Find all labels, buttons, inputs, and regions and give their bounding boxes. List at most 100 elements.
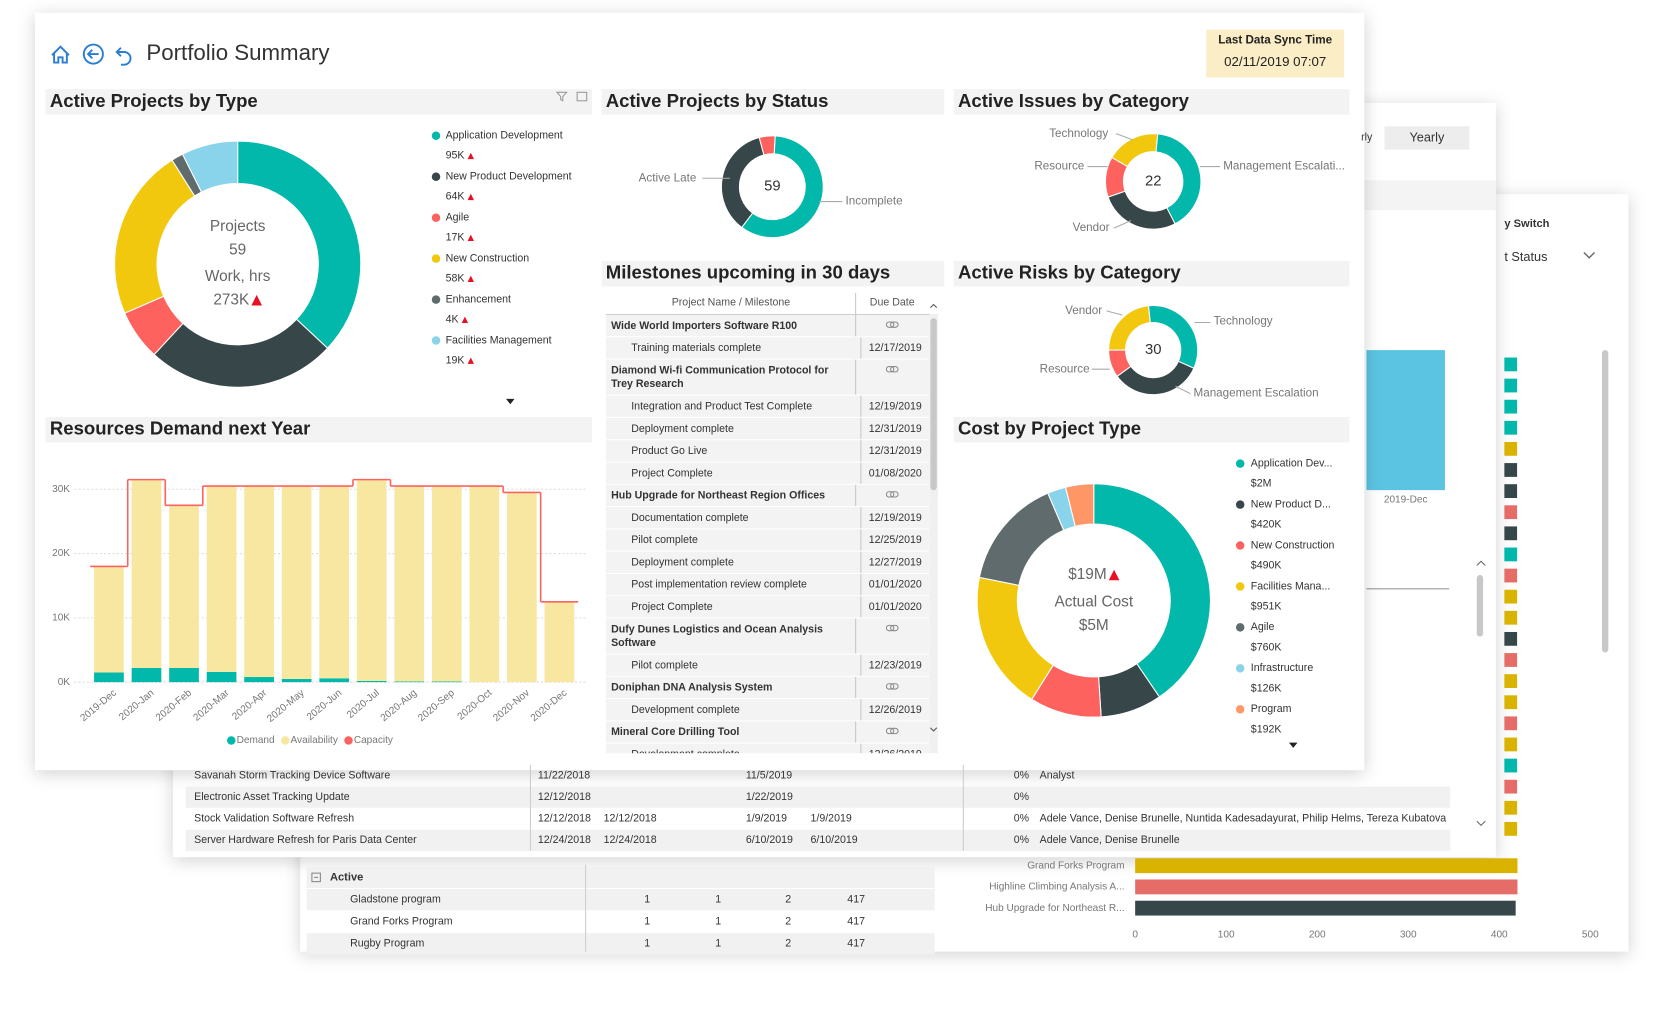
legend-more[interactable] bbox=[506, 398, 515, 405]
tile-title: Active Risks by Category bbox=[958, 262, 1181, 283]
legend-label: New Construction bbox=[1251, 539, 1335, 551]
color-chip bbox=[1504, 399, 1518, 414]
link-icon[interactable] bbox=[885, 320, 899, 328]
tile-header bbox=[601, 89, 945, 115]
group-row[interactable]: Diamond Wi-fi Communication Protocol for… bbox=[605, 359, 930, 396]
legend-dot bbox=[431, 131, 441, 141]
bar bbox=[94, 672, 124, 683]
undo-icon[interactable] bbox=[115, 47, 132, 66]
due-date: 12/25/2019 bbox=[868, 534, 922, 546]
color-chip bbox=[1504, 420, 1518, 435]
filter-icon[interactable] bbox=[555, 91, 568, 102]
cell: 1 bbox=[644, 916, 650, 928]
legend-label: Demand bbox=[237, 735, 275, 746]
link-icon[interactable] bbox=[885, 726, 899, 734]
milestone-name: Pilot complete bbox=[606, 529, 862, 551]
color-chip bbox=[1504, 568, 1518, 583]
back-icon[interactable] bbox=[82, 43, 104, 65]
legend-label: Facilities Mana... bbox=[1251, 580, 1330, 592]
scroll-thumb[interactable] bbox=[930, 318, 937, 491]
color-chip bbox=[1504, 547, 1518, 562]
link-cell bbox=[856, 677, 928, 698]
bar bbox=[469, 486, 500, 683]
milestone-row: Pilot complete 12/23/2019 bbox=[605, 654, 930, 677]
due-date: 12/31/2019 bbox=[868, 422, 922, 435]
sync-label: Last Data Sync Time bbox=[1218, 33, 1332, 46]
donut-segment bbox=[1155, 133, 1202, 225]
tile-title: Milestones upcoming in 30 days bbox=[606, 262, 890, 283]
link-cell bbox=[856, 721, 928, 742]
legend-value: $2M bbox=[1251, 478, 1272, 490]
y-tick-label: 20K bbox=[52, 548, 70, 559]
category-label: Incomplete bbox=[846, 195, 903, 208]
legend-label: Enhancement bbox=[446, 293, 511, 305]
milestone-name: Post implementation review complete bbox=[606, 573, 862, 596]
period-tab: rly bbox=[1361, 132, 1373, 144]
due-date: 01/01/2020 bbox=[868, 600, 922, 613]
sync-box bbox=[1206, 29, 1345, 78]
milestone-row: Documentation complete 12/19/2019 bbox=[605, 507, 930, 530]
donut-segment bbox=[1104, 156, 1129, 198]
bar bbox=[544, 601, 575, 683]
bar bbox=[319, 486, 350, 679]
milestone-name: Integration and Product Test Complete bbox=[606, 395, 862, 417]
bar bbox=[281, 678, 312, 683]
cell: 1/22/2019 bbox=[746, 791, 793, 803]
due-date: 12/19/2019 bbox=[868, 400, 922, 413]
color-chip bbox=[1504, 674, 1518, 688]
color-chip bbox=[1504, 716, 1518, 731]
legend-more[interactable] bbox=[1288, 742, 1298, 748]
milestone-name: Deployment complete bbox=[606, 417, 862, 440]
color-chip bbox=[1504, 653, 1518, 667]
center-value: 59 bbox=[764, 179, 781, 195]
link-icon[interactable] bbox=[885, 364, 899, 372]
legend-label: Agile bbox=[1251, 621, 1275, 633]
donut-segment bbox=[1093, 483, 1211, 698]
status-label: t Status bbox=[1504, 249, 1547, 264]
link-icon[interactable] bbox=[885, 490, 899, 498]
group-row[interactable]: Hub Upgrade for Northeast Region Offices bbox=[605, 484, 930, 508]
group-row[interactable]: Wide World Importers Software R100 bbox=[605, 315, 930, 338]
milestone-row: Project Complete 01/08/2020 bbox=[605, 462, 930, 485]
page-title: Portfolio Summary bbox=[146, 40, 330, 65]
legend-dot bbox=[431, 213, 441, 222]
color-chip bbox=[1504, 737, 1518, 752]
center-label: Actual Cost bbox=[1054, 594, 1133, 611]
legend-value: 64K bbox=[446, 191, 465, 203]
cell: 12/24/2018 bbox=[538, 834, 591, 846]
cell: 12/12/2018 bbox=[538, 813, 591, 825]
chevrons bbox=[1476, 560, 1486, 827]
x-tick-label: 500 bbox=[1582, 929, 1599, 940]
milestone-name: Documentation complete bbox=[606, 507, 862, 529]
tile-header bbox=[953, 260, 1350, 287]
cell: 0% bbox=[1014, 769, 1030, 781]
cell: 11/5/2019 bbox=[746, 769, 792, 781]
color-chip bbox=[1504, 357, 1518, 372]
cell: Electronic Asset Tracking Update bbox=[194, 791, 350, 803]
color-chip bbox=[1504, 505, 1518, 520]
home-icon[interactable] bbox=[51, 45, 70, 64]
milestone-name: Pilot complete bbox=[606, 654, 862, 676]
group-row[interactable]: Mineral Core Drilling Tool bbox=[605, 721, 930, 744]
legend-value: 19K bbox=[446, 355, 465, 367]
expand-icon[interactable] bbox=[311, 872, 321, 883]
group-row[interactable]: Dufy Dunes Logistics and Ocean Analysis … bbox=[605, 618, 930, 655]
group-row[interactable]: Doniphan DNA Analysis System bbox=[605, 676, 930, 700]
center-value: 30 bbox=[1145, 342, 1162, 358]
project-name: Diamond Wi-fi Communication Protocol for… bbox=[606, 359, 857, 395]
bar bbox=[1135, 858, 1518, 874]
due-date: 12/23/2019 bbox=[868, 659, 922, 672]
link-icon[interactable] bbox=[885, 623, 899, 631]
focus-icon[interactable] bbox=[576, 91, 588, 102]
leader-line bbox=[1106, 310, 1123, 316]
donut-segment bbox=[720, 136, 765, 229]
bar bbox=[431, 486, 462, 682]
due-date: 12/26/2019 bbox=[861, 744, 929, 753]
period-button[interactable] bbox=[1384, 126, 1470, 150]
y-tick-label: 10K bbox=[52, 613, 70, 624]
column-header: Due Date bbox=[869, 297, 915, 309]
y-category-label: Hub Upgrade for Northeast R... bbox=[985, 903, 1124, 914]
leader-line bbox=[1113, 220, 1132, 229]
link-icon[interactable] bbox=[885, 682, 899, 690]
milestone-row: Development complete 12/26/2019 bbox=[605, 699, 930, 722]
